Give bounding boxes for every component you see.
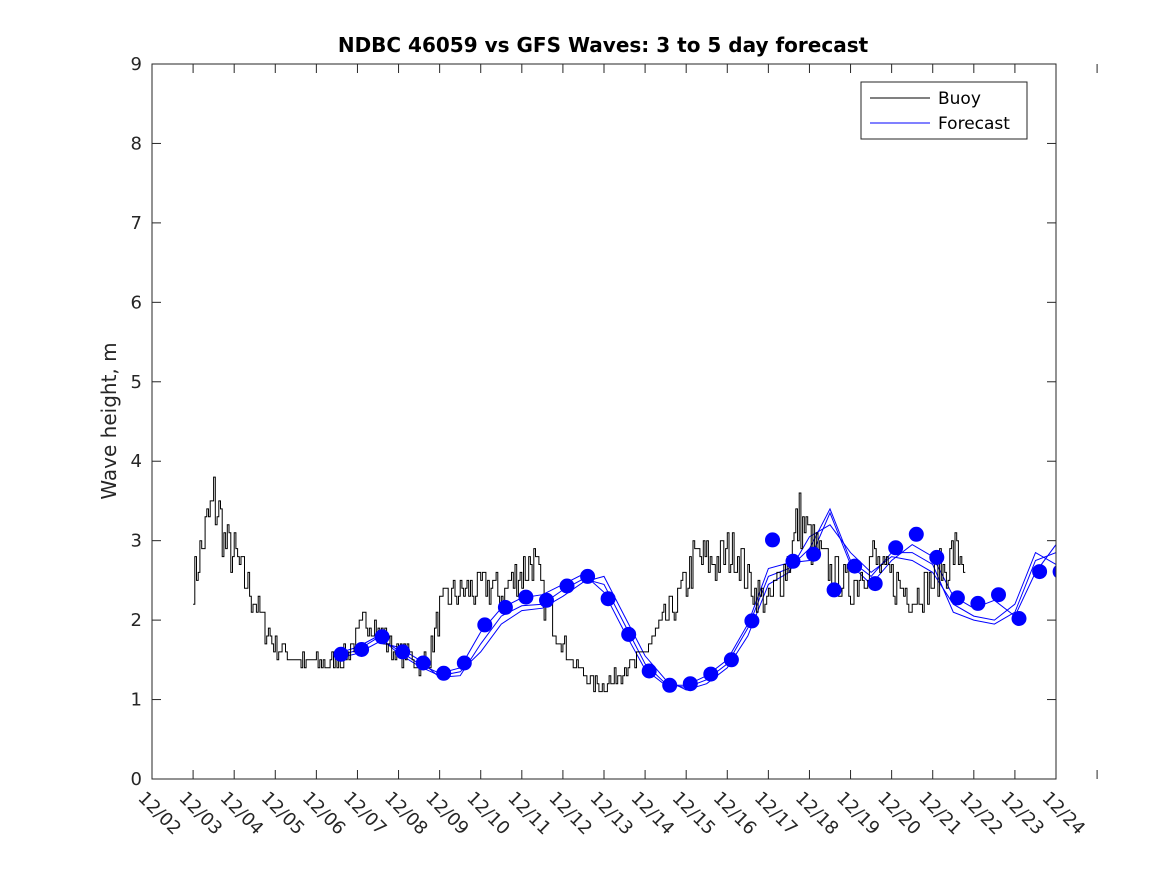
forecast-marker-14 [600, 591, 616, 607]
forecast-marker-27 [867, 576, 883, 592]
forecast-marker-7 [456, 655, 472, 671]
x-tick-label: 12/16 [709, 788, 761, 840]
forecast-marker-25 [826, 582, 842, 598]
x-tick-label: 12/09 [421, 788, 473, 840]
y-tick-label: 8 [131, 133, 142, 154]
forecast-marker-15 [621, 626, 637, 642]
buoy-line [193, 476, 966, 693]
x-tick-label: 12/22 [955, 788, 1007, 840]
forecast-marker-3 [374, 629, 390, 645]
x-tick-label: 12/20 [873, 788, 925, 840]
forecast-marker-8 [477, 617, 493, 633]
legend-box [860, 81, 1028, 140]
forecast-marker-32 [970, 595, 986, 611]
x-tick-label: 12/18 [791, 788, 843, 840]
forecast-marker-26 [847, 558, 863, 574]
forecast-marker-29 [908, 526, 924, 542]
y-tick-label: 0 [131, 769, 142, 790]
y-axis-ticks: 0 1 2 3 4 5 6 7 8 9 [131, 54, 1056, 790]
buoy-series [193, 476, 966, 693]
forecast-marker-34 [1011, 611, 1027, 626]
forecast-marker-13 [580, 568, 596, 584]
x-tick-label: 12/24 [1038, 788, 1090, 840]
x-tick-label: 12/12 [544, 788, 596, 840]
forecast-marker-28 [888, 540, 904, 556]
x-tick-label: 12/15 [668, 788, 720, 840]
y-tick-label: 1 [131, 690, 142, 711]
x-tick-label: 12/07 [339, 788, 391, 840]
forecast-marker-35 [1032, 564, 1048, 580]
x-tick-label: 12/10 [462, 788, 514, 840]
forecast-marker-33 [991, 587, 1006, 603]
y-tick-label: 2 [131, 610, 142, 631]
x-tick-label: 12/08 [380, 788, 432, 840]
y-tick-label: 6 [131, 292, 142, 313]
forecast-marker-24 [806, 546, 822, 562]
chart-title: NDBC 46059 vs GFS Waves: 3 to 5 day fore… [338, 33, 869, 57]
forecast-marker-19 [703, 666, 719, 682]
x-tick-label: 12/17 [750, 788, 802, 840]
forecast-marker-16 [641, 663, 657, 679]
forecast-marker-37 [1074, 517, 1088, 531]
forecast-marker-22 [765, 532, 780, 548]
forecast-marker-36 [1052, 565, 1056, 578]
forecast-marker-1 [333, 646, 349, 662]
x-tick-label: 12/03 [175, 788, 227, 840]
forecast-marker-17 [662, 677, 678, 693]
legend-buoy-label: Buoy [938, 89, 981, 109]
forecast-marker-10 [518, 589, 534, 605]
x-tick-label: 12/06 [298, 788, 350, 840]
y-tick-label: 9 [131, 54, 142, 75]
x-tick-label: 12/13 [586, 788, 638, 840]
forecast-marker-2 [354, 642, 370, 657]
x-tick-label: 12/11 [503, 788, 555, 840]
x-tick-label: 12/19 [832, 788, 884, 840]
forecast-marker-30 [929, 549, 945, 565]
y-tick-label: 4 [131, 451, 142, 472]
forecast-markers [333, 517, 1088, 693]
x-tick-label: 12/14 [627, 788, 679, 840]
forecast-marker-11 [539, 592, 554, 608]
x-tick-label: 12/21 [914, 788, 966, 840]
x-tick-label: 12/23 [996, 788, 1048, 840]
plot-background [152, 64, 1056, 779]
y-tick-label: 3 [131, 531, 142, 552]
forecast-marker-4 [395, 644, 411, 660]
x-tick-label: 12/05 [257, 788, 309, 840]
forecast-marker-5 [415, 655, 431, 671]
legend-forecast-label: Forecast [938, 114, 1010, 134]
x-tick-label: 12/04 [216, 788, 268, 840]
forecast-marker-21 [744, 613, 760, 629]
forecast-marker-23 [785, 553, 801, 569]
x-tick-label: 12/02 [134, 788, 186, 840]
forecast-marker-31 [949, 590, 965, 606]
y-tick-label: 5 [131, 372, 142, 393]
forecast-marker-18 [682, 676, 698, 692]
y-axis-label: Wave height, m [97, 342, 121, 499]
y-tick-label: 7 [131, 213, 142, 234]
plot-area [152, 64, 1056, 779]
forecast-marker-9 [497, 599, 513, 615]
forecast-marker-6 [436, 665, 452, 681]
forecast-marker-12 [559, 578, 575, 594]
forecast-marker-20 [723, 652, 739, 668]
legend: Buoy Forecast [860, 81, 1028, 140]
